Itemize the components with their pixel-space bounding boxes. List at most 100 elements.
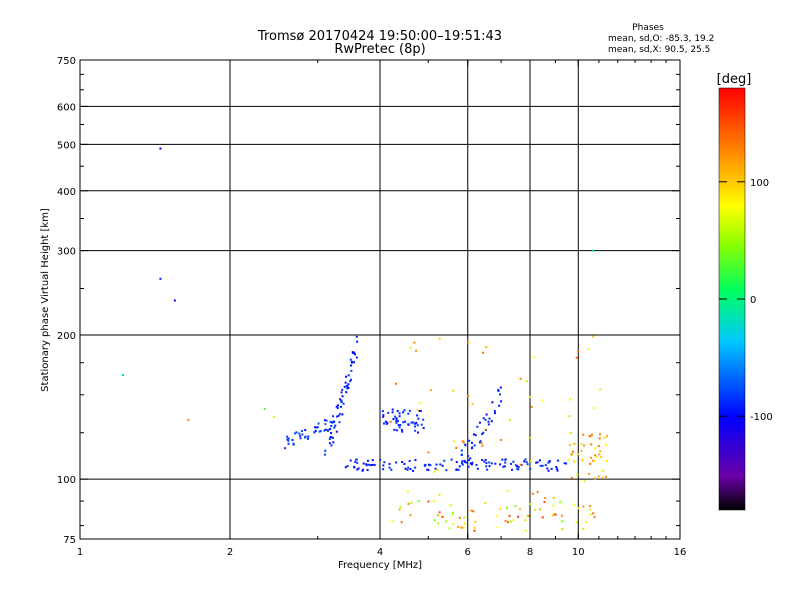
data-point <box>528 503 531 506</box>
data-point <box>351 351 354 354</box>
data-point <box>463 516 466 519</box>
x-tick-label: 6 <box>465 547 471 558</box>
data-point <box>433 519 436 522</box>
data-point <box>472 433 475 436</box>
data-point <box>452 389 455 392</box>
data-point <box>438 337 441 340</box>
data-point <box>488 465 491 468</box>
data-point <box>594 477 597 480</box>
data-point <box>461 460 464 463</box>
data-point <box>332 436 335 439</box>
data-point <box>324 428 327 431</box>
data-point <box>416 424 419 427</box>
data-point <box>573 442 576 445</box>
data-point <box>498 404 501 407</box>
data-point <box>606 460 609 463</box>
data-point <box>409 514 412 517</box>
data-point <box>512 460 515 463</box>
data-point <box>546 467 549 470</box>
data-point <box>424 463 427 466</box>
data-point <box>485 465 488 468</box>
data-point <box>451 511 454 514</box>
data-point <box>508 418 511 421</box>
data-point <box>552 496 555 499</box>
data-point <box>598 437 601 440</box>
data-point <box>561 520 564 523</box>
data-point <box>388 466 391 469</box>
data-point <box>573 460 576 463</box>
data-point <box>519 463 522 466</box>
data-point <box>591 433 594 436</box>
data-point <box>319 430 322 433</box>
data-point <box>353 465 356 468</box>
data-point <box>403 409 406 412</box>
data-point <box>467 459 470 462</box>
data-point <box>349 380 352 383</box>
data-point <box>334 424 337 427</box>
data-point <box>458 465 461 468</box>
data-point <box>559 501 562 504</box>
x-tick-label: 2 <box>227 547 233 558</box>
data-point <box>362 462 365 465</box>
x-tick-label: 4 <box>377 547 383 558</box>
data-point <box>413 341 416 344</box>
data-point <box>467 454 470 457</box>
data-point <box>485 345 488 348</box>
data-point <box>530 405 533 408</box>
data-point <box>316 426 319 429</box>
data-point <box>482 431 485 434</box>
data-point <box>577 507 580 510</box>
data-point <box>395 421 398 424</box>
data-point <box>450 458 453 461</box>
data-point <box>345 375 348 378</box>
data-point <box>598 453 601 456</box>
data-point <box>371 463 374 466</box>
data-point <box>555 467 558 470</box>
data-point <box>396 419 399 422</box>
data-point <box>407 502 410 505</box>
chart-subtitle: RwPretec (8p) <box>334 42 425 57</box>
data-point <box>517 515 520 518</box>
data-point <box>390 468 393 471</box>
data-point <box>484 458 487 461</box>
data-point <box>291 439 294 442</box>
data-point <box>327 429 330 432</box>
data-point <box>354 460 357 463</box>
y-tick-label: 400 <box>57 187 76 198</box>
data-point <box>605 443 608 446</box>
data-point <box>353 353 356 356</box>
data-point <box>445 520 448 523</box>
data-point <box>467 394 470 397</box>
stats-line-o: mean, sd,O: -85.3, 19.2 <box>608 34 714 44</box>
data-point <box>481 433 484 436</box>
data-point <box>504 461 507 464</box>
data-point <box>340 391 343 394</box>
data-point <box>474 434 477 437</box>
data-point <box>593 459 596 462</box>
data-point <box>463 459 466 462</box>
data-point <box>529 468 532 471</box>
data-point <box>481 444 484 447</box>
data-point <box>382 464 385 467</box>
data-point <box>524 529 527 532</box>
data-point <box>488 417 491 420</box>
data-point <box>541 399 544 402</box>
data-point <box>494 462 497 465</box>
data-point <box>600 456 603 459</box>
data-point <box>460 449 463 452</box>
data-point <box>356 468 359 471</box>
data-point <box>473 529 476 532</box>
data-point <box>408 409 411 412</box>
data-point <box>589 513 592 516</box>
data-point <box>587 348 590 351</box>
data-point <box>404 467 407 470</box>
data-point <box>445 469 448 472</box>
data-point <box>594 454 597 457</box>
data-point <box>443 459 446 462</box>
data-point <box>324 449 327 452</box>
data-point <box>493 409 496 412</box>
data-point <box>395 461 398 464</box>
data-point <box>485 462 488 465</box>
data-point <box>414 459 417 462</box>
data-point <box>457 468 460 471</box>
